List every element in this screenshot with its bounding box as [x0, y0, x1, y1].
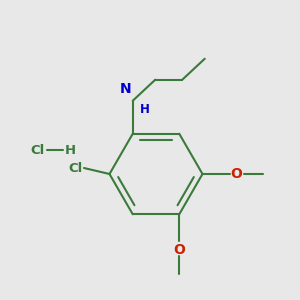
- Text: Cl: Cl: [30, 143, 44, 157]
- Text: O: O: [230, 167, 242, 181]
- Text: Cl: Cl: [68, 161, 83, 175]
- Text: N: N: [120, 82, 131, 96]
- Text: H: H: [64, 143, 76, 157]
- Text: O: O: [173, 243, 185, 257]
- Text: H: H: [140, 103, 150, 116]
